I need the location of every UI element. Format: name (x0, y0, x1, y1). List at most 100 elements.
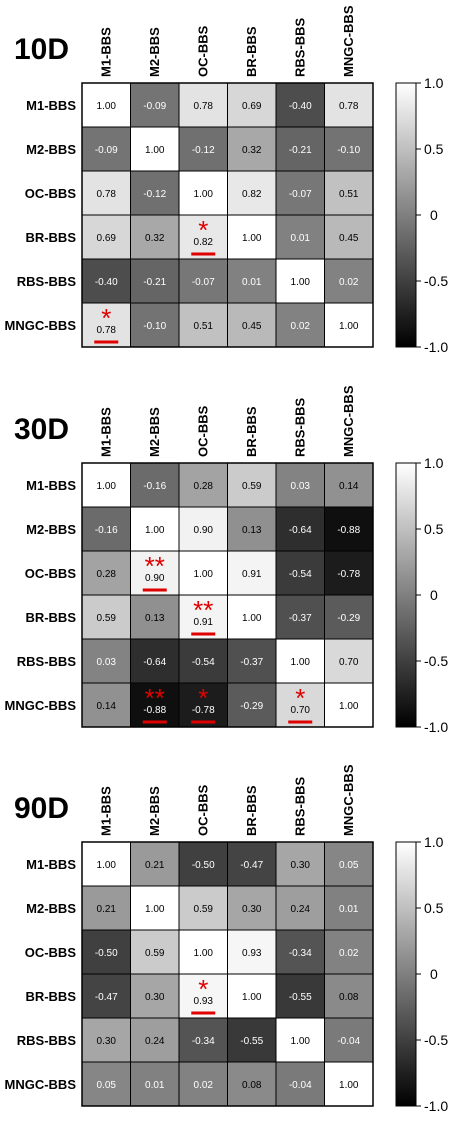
cell-value: -0.12 (143, 189, 166, 200)
colorbar-tick-label: -1.0 (424, 719, 448, 735)
cell-value: 0.21 (145, 860, 165, 871)
cell-value: 0.14 (97, 701, 117, 712)
heatmap-cell (130, 973, 180, 1019)
cell-value: -0.88 (337, 525, 360, 536)
cell-value: 0.30 (291, 860, 311, 871)
cell-value: 0.69 (97, 233, 117, 244)
cell-value: -0.10 (337, 145, 360, 156)
cell-value: 0.32 (145, 233, 165, 244)
column-label: BR-BBS (244, 406, 259, 457)
heatmap-cell (275, 258, 325, 304)
cell-value: 0.30 (242, 904, 262, 915)
colorbar-tick-label: 1.0 (424, 834, 444, 850)
cell-value: 0.08 (242, 1080, 262, 1091)
heatmap-cell (130, 594, 180, 640)
cell-value: 1.00 (242, 613, 262, 624)
colorbar-tick-label: -0.5 (424, 273, 448, 289)
row-label: MNGC-BBS (5, 698, 77, 713)
cell-value: 1.00 (242, 992, 262, 1003)
colorbar-tick-label: -0.5 (424, 653, 448, 669)
colorbar-tick-label: 1.0 (424, 455, 444, 471)
cell-value: -0.07 (192, 277, 215, 288)
cell-value: 0.14 (339, 481, 359, 492)
heatmap-cell (324, 170, 374, 216)
row-label: M1-BBS (26, 857, 76, 872)
significance-star: ** (145, 683, 165, 713)
heatmap-cell (324, 885, 374, 931)
cell-value: -0.09 (95, 145, 118, 156)
heatmap-cell (227, 929, 277, 975)
row-label: OC-BBS (25, 186, 77, 201)
cell-value: 0.91 (194, 617, 214, 628)
significance-star: ** (145, 551, 165, 581)
row-label: MNGC-BBS (5, 1077, 77, 1092)
row-label: M1-BBS (26, 478, 76, 493)
heatmap-cell (324, 682, 374, 728)
cell-value: 0.24 (145, 1036, 165, 1047)
colorbar (395, 82, 417, 348)
row-label: M2-BBS (26, 522, 76, 537)
heatmap-cell (275, 302, 325, 348)
colorbar-tick-label: 0 (430, 587, 438, 603)
cell-value: 0.90 (145, 573, 165, 584)
column-label: M2-BBS (147, 27, 162, 77)
cell-value: 0.91 (242, 569, 262, 580)
cell-value: 0.70 (291, 705, 311, 716)
column-label: M2-BBS (147, 786, 162, 836)
column-label: OC-BBS (195, 784, 210, 836)
cell-value: -0.34 (289, 948, 312, 959)
heatmap-cell (275, 214, 325, 260)
cell-value: 1.00 (291, 277, 311, 288)
cell-value: 0.45 (339, 233, 359, 244)
heatmap-cell (130, 550, 180, 596)
cell-value: 1.00 (194, 189, 214, 200)
cell-value: 0.93 (194, 996, 214, 1007)
cell-value: -0.12 (192, 145, 215, 156)
heatmap-border (81, 82, 374, 348)
heatmap-cell (324, 594, 374, 640)
cell-value: 0.59 (145, 948, 165, 959)
cell-value: 1.00 (339, 1080, 359, 1091)
heatmap-cell (178, 682, 228, 728)
cell-value: -0.55 (289, 992, 312, 1003)
heatmap-cell (275, 973, 325, 1019)
colorbar-tick-label: 0.5 (424, 900, 444, 916)
column-label: MNGC-BBS (341, 5, 356, 77)
cell-value: -0.29 (240, 701, 263, 712)
significance-star: * (198, 683, 208, 713)
heatmap-cell (130, 1017, 180, 1063)
column-label: RBS-BBS (292, 776, 307, 836)
colorbar (395, 841, 417, 1107)
heatmap-cell (324, 1017, 374, 1063)
cell-value: 0.02 (339, 277, 359, 288)
column-label: MNGC-BBS (341, 385, 356, 457)
cell-value: 0.08 (339, 992, 359, 1003)
cell-value: -0.29 (337, 613, 360, 624)
heatmap-cell (227, 126, 277, 172)
cell-value: 0.51 (339, 189, 359, 200)
cell-value: 1.00 (339, 701, 359, 712)
cell-value: -0.88 (143, 705, 166, 716)
cell-value: -0.78 (192, 705, 215, 716)
cell-value: 0.13 (145, 613, 165, 624)
cell-value: 1.00 (291, 1036, 311, 1047)
cell-value: 0.32 (242, 145, 262, 156)
heatmap-cell (227, 1061, 277, 1107)
column-label: RBS-BBS (292, 397, 307, 457)
heatmap-cell (130, 258, 180, 304)
heatmap-cell (178, 550, 228, 596)
cell-value: -0.47 (95, 992, 118, 1003)
cell-value: 0.02 (339, 948, 359, 959)
cell-value: -0.50 (192, 860, 215, 871)
cell-value: -0.40 (95, 277, 118, 288)
heatmap-cell (178, 258, 228, 304)
colorbar-tick-label: -1.0 (424, 1098, 448, 1114)
heatmap-cell (81, 638, 131, 684)
cell-value: 1.00 (194, 569, 214, 580)
colorbar-tick-label: 0.5 (424, 521, 444, 537)
cell-value: 0.69 (242, 101, 262, 112)
cell-value: -0.04 (289, 1080, 312, 1091)
cell-value: -0.09 (143, 101, 166, 112)
heatmap-cell (227, 682, 277, 728)
